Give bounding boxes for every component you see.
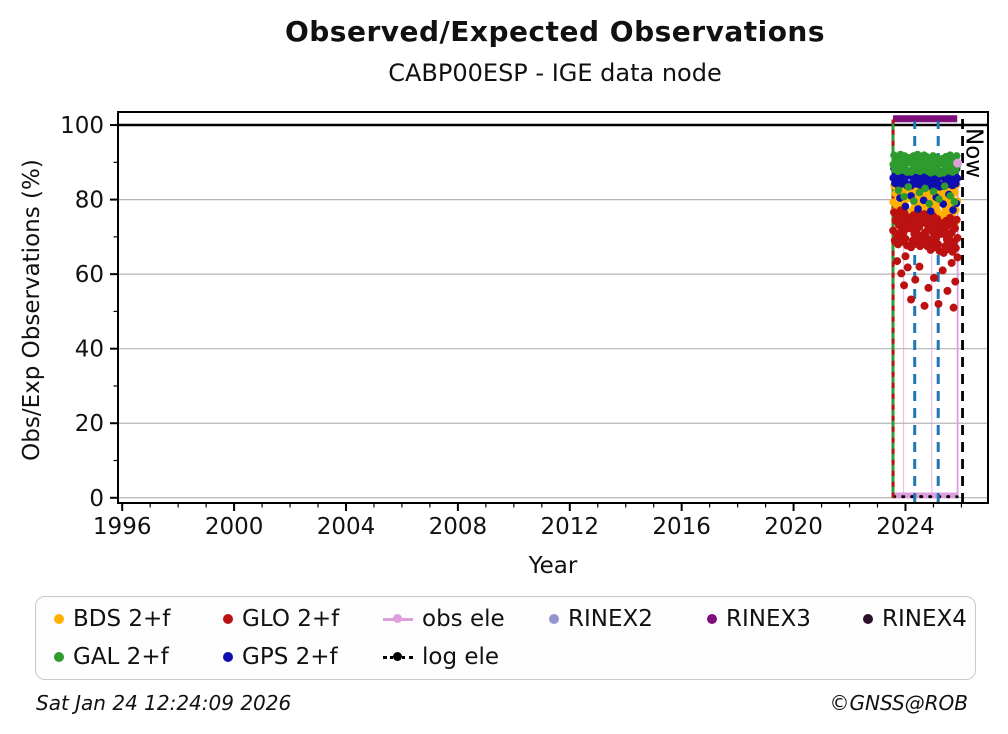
svg-text:2024: 2024 [876, 514, 935, 540]
legend-item-rinex3: RINEX3 [707, 605, 811, 633]
series-glo-points [889, 206, 962, 312]
svg-text:2020: 2020 [764, 514, 823, 540]
series-gal-points [889, 150, 962, 208]
obs-ele-legend-marker [383, 613, 413, 625]
legend-item-rinex4: RINEX4 [863, 605, 967, 633]
legend-label: RINEX3 [726, 606, 811, 632]
now-label: Now [961, 128, 987, 178]
svg-text:100: 100 [60, 113, 104, 139]
legend-label: GLO 2+f [242, 606, 340, 632]
svg-text:2016: 2016 [652, 514, 711, 540]
gridlines [118, 124, 988, 499]
glo-legend-marker [223, 614, 233, 624]
legend-item-log-ele: log ele [383, 643, 499, 671]
rinex4-legend-marker [863, 614, 873, 624]
svg-text:60: 60 [75, 262, 104, 288]
plot-timestamp: Sat Jan 24 12:24:09 2026 [36, 691, 292, 715]
legend-label: RINEX2 [568, 606, 653, 632]
chart-title: Observed/Expected Observations [284, 15, 826, 48]
tick-labels: 1996 2000 2004 2008 2012 2016 2020 2024 0 20 40 60 8… [60, 113, 935, 540]
gal-legend-marker [54, 652, 64, 662]
rinex2-legend-marker [549, 614, 559, 624]
obs-ele-endpoint [953, 158, 963, 168]
legend-item-glo: GLO 2+f [223, 605, 339, 633]
legend-label: RINEX4 [882, 606, 967, 632]
gps-legend-marker [223, 652, 233, 662]
legend-label: BDS 2+f [73, 606, 171, 632]
svg-text:20: 20 [75, 411, 104, 437]
legend-item-gal: GAL 2+f [54, 643, 169, 671]
svg-text:80: 80 [75, 188, 104, 214]
legend-item-obs-ele: obs ele [383, 605, 505, 633]
svg-text:2000: 2000 [205, 514, 264, 540]
legend-label: obs ele [422, 606, 505, 632]
svg-text:2004: 2004 [317, 514, 376, 540]
svg-text:1996: 1996 [93, 514, 152, 540]
reference-lines [118, 112, 988, 503]
legend-item-gps: GPS 2+f [223, 643, 338, 671]
legend-item-bds: BDS 2+f [54, 605, 170, 633]
log-ele-legend-marker [383, 651, 413, 663]
chart-subtitle: CABP00ESP - IGE data node [388, 59, 722, 87]
copyright-label: ©GNSS@ROB [829, 691, 969, 715]
svg-text:0: 0 [89, 486, 104, 512]
rinex3-legend-marker [707, 614, 717, 624]
svg-text:40: 40 [75, 337, 104, 363]
legend-label: GPS 2+f [242, 644, 338, 670]
legend-box: BDS 2+f GLO 2+f obs ele RINEX2 RINEX3 RINEX4 G… [35, 596, 976, 680]
legend-label: GAL 2+f [73, 644, 169, 670]
legend-label: log ele [422, 644, 500, 670]
legend-item-rinex2: RINEX2 [549, 605, 653, 633]
bds-legend-marker [54, 614, 64, 624]
plot-border [117, 111, 989, 504]
plot-area: 1996 2000 2004 2008 2012 2016 2020 2024 0 20 40 60 8… [60, 111, 989, 540]
y-axis-label: Obs/Exp Observations (%) [19, 159, 45, 461]
x-axis-label: Year [528, 553, 578, 579]
svg-text:2008: 2008 [429, 514, 488, 540]
svg-text:2012: 2012 [541, 514, 600, 540]
axis-ticks [110, 124, 963, 511]
